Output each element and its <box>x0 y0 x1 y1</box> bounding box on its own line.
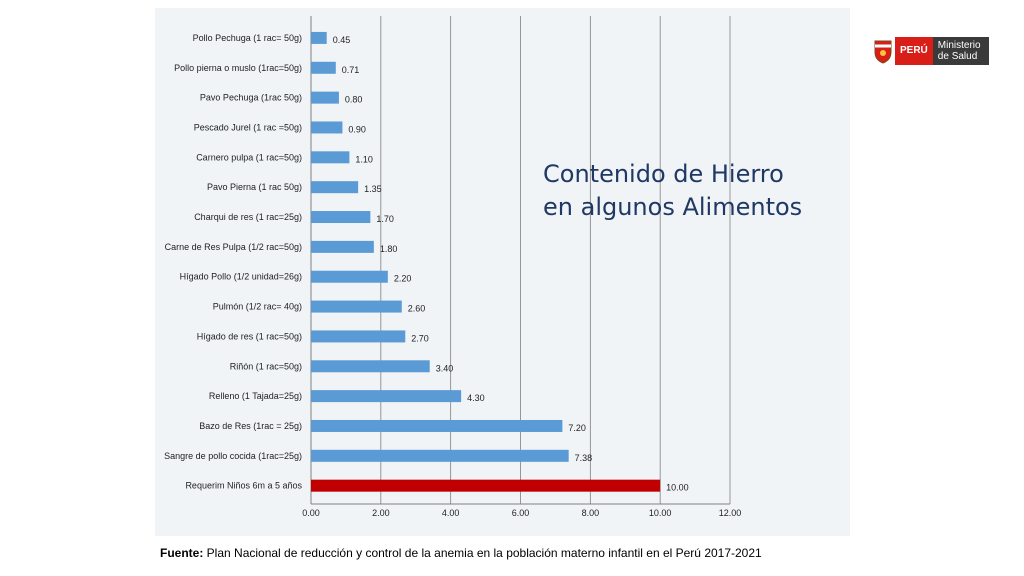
x-tick-label: 8.00 <box>582 508 600 518</box>
data-label: 2.60 <box>408 304 426 314</box>
category-label: Relleno (1 Tajada=25g) <box>209 391 302 401</box>
data-label: 1.35 <box>364 184 382 194</box>
ministry-logo: PERÚ Ministerio de Salud <box>871 37 989 65</box>
coat-of-arms-icon <box>874 40 892 64</box>
category-label: Hígado de res (1 rac=50g) <box>197 331 302 341</box>
category-label: Pollo pierna o muslo (1rac=50g) <box>174 63 302 73</box>
source-label: Fuente: <box>160 546 204 560</box>
x-tick-label: 4.00 <box>442 508 460 518</box>
bar <box>311 240 374 253</box>
logo-ministry-line2: de Salud <box>937 51 978 62</box>
chart-title-line1: Contenido de Hierro <box>543 160 784 188</box>
data-label: 1.80 <box>380 244 398 254</box>
category-label: Requerim Niños 6m a 5 años <box>185 481 302 491</box>
logo-ministry-line1: Ministerio <box>937 40 981 51</box>
category-label: Carnero pulpa (1 rac=50g) <box>196 152 302 162</box>
data-label: 10.00 <box>666 483 689 493</box>
x-tick-label: 2.00 <box>372 508 390 518</box>
bar <box>311 61 336 74</box>
data-label: 2.70 <box>411 333 429 343</box>
data-label: 1.10 <box>355 154 373 164</box>
data-label: 0.45 <box>333 35 351 45</box>
bar <box>311 419 563 432</box>
category-label: Pollo Pechuga (1 rac= 50g) <box>193 33 302 43</box>
category-label: Riñón (1 rac=50g) <box>230 361 302 371</box>
source-note: Fuente: Plan Nacional de reducción y con… <box>160 546 762 560</box>
data-label: 7.38 <box>575 453 593 463</box>
category-label: Pavo Pierna (1 rac 50g) <box>207 182 302 192</box>
bar-chart: 0.00 2.00 4.00 6.00 8.00 10.00 12.00 Pollo Pech… <box>164 16 742 518</box>
bar <box>311 360 430 373</box>
category-label: Hígado Pollo (1/2 unidad=26g) <box>180 272 302 282</box>
bar <box>311 479 661 492</box>
bar <box>311 270 388 283</box>
bar <box>311 31 327 44</box>
category-label: Sangre de pollo cocida (1rac=25g) <box>164 451 302 461</box>
bar <box>311 151 350 164</box>
x-tick-label: 6.00 <box>512 508 530 518</box>
bar <box>311 390 462 403</box>
data-label: 4.30 <box>467 393 485 403</box>
data-label: 7.20 <box>568 423 586 433</box>
data-label: 0.71 <box>342 65 360 75</box>
data-label: 0.80 <box>345 95 363 105</box>
chart-title-line2: en algunos Alimentos <box>543 193 803 221</box>
x-tick-label: 10.00 <box>649 508 672 518</box>
data-label: 2.20 <box>394 274 412 284</box>
bar <box>311 121 343 134</box>
category-label: Charqui de res (1 rac=25g) <box>194 212 302 222</box>
bar <box>311 181 359 194</box>
category-label: Carne de Res Pulpa (1/2 rac=50g) <box>165 242 302 252</box>
category-label: Bazo de Res (1rac = 25g) <box>199 421 302 431</box>
logo-ministry-label: Ministerio de Salud <box>932 37 989 65</box>
data-label: 3.40 <box>436 363 454 373</box>
logo-country-label: PERÚ <box>895 37 933 65</box>
bar <box>311 211 371 224</box>
x-tick-label: 0.00 <box>302 508 320 518</box>
data-label: 0.90 <box>348 124 366 134</box>
bar <box>311 330 406 343</box>
data-label: 1.70 <box>376 214 394 224</box>
category-label: Pavo Pechuga (1rac 50g) <box>200 93 302 103</box>
chart-title: Contenido de Hierro en algunos Alimentos <box>543 158 843 224</box>
source-text: Plan Nacional de reducción y control de … <box>203 546 762 560</box>
category-label: Pulmón (1/2 rac= 40g) <box>213 302 302 312</box>
slide-panel: 0.00 2.00 4.00 6.00 8.00 10.00 12.00 Pollo Pech… <box>155 8 989 536</box>
category-label: Pescado Jurel (1 rac =50g) <box>194 122 302 132</box>
x-tick-label: 12.00 <box>719 508 742 518</box>
bar <box>311 449 569 462</box>
bar <box>311 300 402 313</box>
bar <box>311 91 339 104</box>
